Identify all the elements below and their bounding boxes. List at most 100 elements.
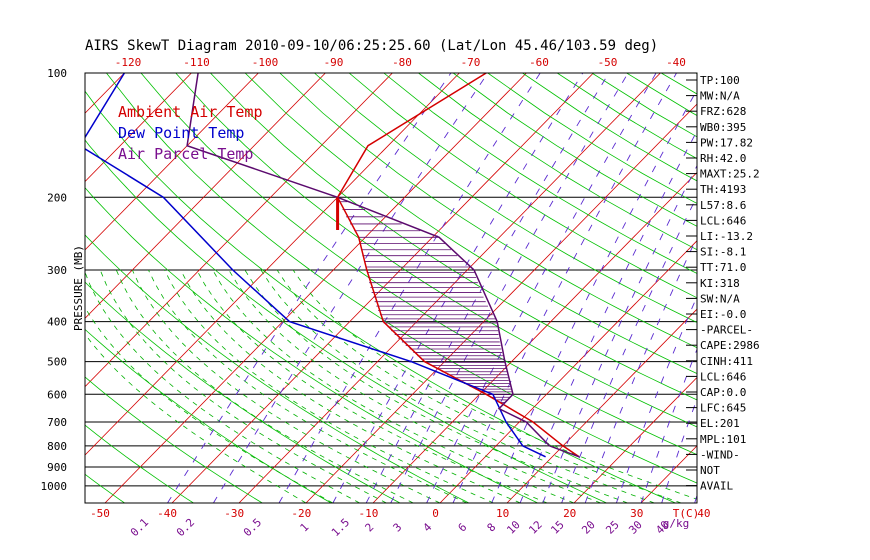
isotherm-line: [640, 445, 697, 503]
index-value: PW:17.82: [700, 136, 753, 149]
moist-adiabat-line: [212, 269, 575, 503]
dry-adiabat-line: [85, 139, 607, 503]
index-value: LCL:646: [700, 370, 746, 383]
index-value: TP:100: [700, 74, 740, 87]
mixing-ratio-line: [519, 129, 697, 503]
index-value: EL:201: [700, 417, 740, 430]
dry-adiabat-line: [835, 73, 870, 503]
index-value: NOT: [700, 464, 720, 477]
legend-parcel: Air Parcel Temp: [118, 145, 253, 163]
moist-adiabat-line: [260, 269, 655, 503]
dry-adiabat-line: [85, 376, 263, 503]
isotherm-line: [439, 240, 697, 503]
mixing-ratio-tick-label: 2: [363, 521, 377, 535]
dry-adiabat-line: [348, 73, 697, 299]
dry-adiabat-line: [418, 73, 697, 251]
mixing-ratio-tick-label: 0.5: [241, 516, 264, 539]
mixing-ratio-line: [640, 348, 697, 503]
isotherm-line: [305, 103, 697, 503]
index-value: -WIND-: [700, 448, 740, 461]
chart-title: AIRS SkewT Diagram 2010-09-10/06:25:25.6…: [85, 38, 658, 54]
bottom-temp-tick-label: -20: [291, 507, 311, 520]
top-temp-tick-label: -50: [598, 56, 618, 69]
index-value: SW:N/A: [700, 292, 740, 305]
grid-lines: [0, 73, 870, 503]
index-value: LI:-13.2: [700, 230, 753, 243]
pressure-tick-label: 400: [47, 316, 67, 329]
dry-adiabat-line: [85, 187, 538, 503]
mixing-ratio-tick-label: 8: [485, 521, 499, 535]
mixing-ratio-line: [278, 73, 541, 503]
pressure-tick-label: 1000: [41, 480, 68, 493]
mixing-ratio-line: [452, 73, 677, 503]
cape-hatch: [339, 201, 513, 403]
index-value: AVAIL: [700, 480, 733, 493]
top-temp-tick-label: -40: [666, 56, 686, 69]
isotherm-line: [506, 308, 697, 503]
pressure-tick-label: 600: [47, 388, 67, 401]
moist-adiabat-line: [99, 269, 387, 503]
mixing-ratio-tick-label: 1.5: [329, 516, 352, 539]
mixing-ratio-tick-label: 0.1: [128, 516, 151, 539]
dry-adiabat-line: [175, 73, 697, 428]
mixing-ratio-line: [365, 73, 610, 503]
pressure-tick-label: 900: [47, 461, 67, 474]
index-value: LCL:646: [700, 214, 746, 227]
isotherm-line: [85, 73, 259, 251]
top-temp-tick-label: -70: [461, 56, 481, 69]
dry-adiabat-line: [383, 73, 697, 274]
dry-adiabat-line: [244, 73, 697, 374]
parcel-line: [186, 73, 580, 458]
moist-adiabat-line: [131, 269, 441, 503]
isotherm-line: [573, 376, 697, 503]
index-value: SI:-8.1: [700, 246, 746, 259]
mixing-ratio-line: [584, 236, 697, 503]
mixing-ratio-line: [332, 73, 584, 503]
pressure-tick-label: 300: [47, 264, 67, 277]
moist-adiabat-line: [292, 269, 697, 500]
mixing-ratio-line: [491, 88, 697, 503]
bottom-temp-tick-label: -50: [90, 507, 110, 520]
ambient-temp-line: [336, 73, 580, 458]
moist-adiabat-line: [85, 306, 333, 503]
mixing-ratio-unit: g/kg: [663, 517, 690, 530]
index-value: CAP:0.0: [700, 386, 746, 399]
moist-adiabat-line: [244, 269, 628, 503]
moist-adiabat-line: [148, 269, 467, 503]
index-value: CINH:411: [700, 355, 753, 368]
dry-adiabat-line: [85, 281, 401, 503]
index-value: EI:-0.0: [700, 308, 746, 321]
moist-adiabat-line: [85, 333, 307, 503]
pressure-tick-label: 800: [47, 440, 67, 453]
index-value: WB0:395: [700, 121, 746, 134]
moist-adiabat-line: [228, 269, 601, 503]
mixing-ratio-tick-label: 15: [548, 518, 567, 537]
mixing-ratio-line: [561, 195, 697, 503]
dry-adiabat-line: [314, 73, 697, 323]
index-value: MAXT:25.2: [700, 168, 760, 181]
top-temp-tick-label: -120: [115, 56, 142, 69]
pressure-tick-label: 700: [47, 416, 67, 429]
mixing-ratio-tick-label: 1: [298, 521, 312, 535]
plot-frame: [84, 72, 698, 504]
top-temp-tick-label: -110: [183, 56, 210, 69]
mixing-ratio-tick-label: 30: [626, 518, 645, 537]
bottom-temp-tick-label: -10: [358, 507, 378, 520]
index-value: KI:318: [700, 277, 740, 290]
dry-adiabat-line: [0, 73, 56, 503]
mixing-ratio-tick-label: 12: [526, 518, 545, 537]
mixing-ratio-line: [426, 73, 657, 503]
index-value: -PARCEL-: [700, 324, 753, 337]
bottom-temp-tick-label: 0: [432, 507, 439, 520]
pressure-tick-label: 100: [47, 67, 67, 80]
isotherm-line: [85, 73, 460, 456]
mixing-ratio-tick-label: 20: [579, 518, 598, 537]
pressure-tick-label: 200: [47, 191, 67, 204]
moist-adiabat-line: [115, 269, 414, 503]
top-temp-tick-label: -100: [252, 56, 279, 69]
dry-adiabat-line: [210, 73, 697, 401]
dry-adiabat-line: [487, 73, 697, 204]
bottom-temp-tick-label: 30: [630, 507, 643, 520]
